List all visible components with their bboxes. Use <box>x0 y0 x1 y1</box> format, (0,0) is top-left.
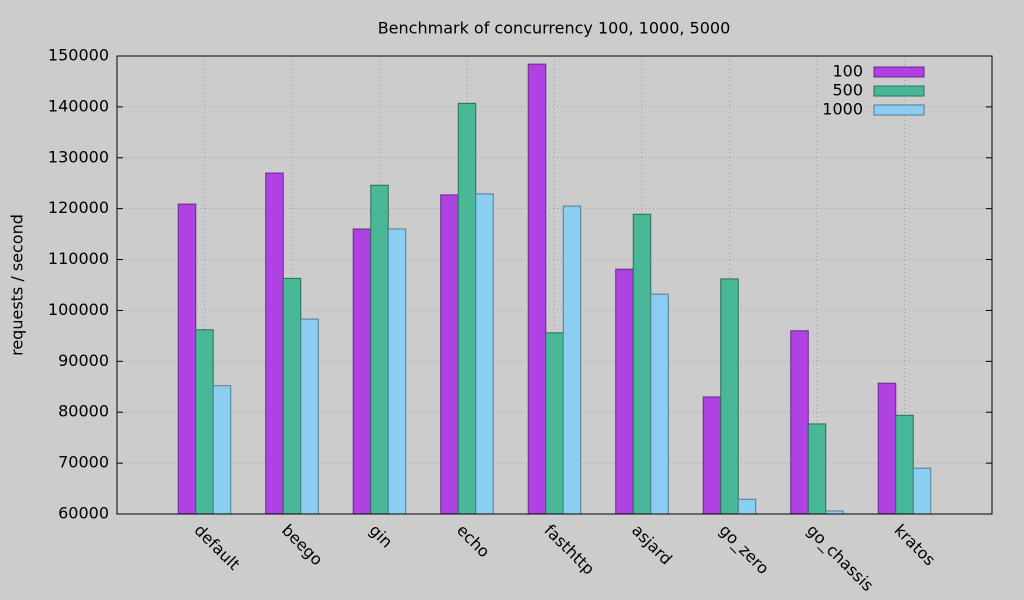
bar <box>737 498 757 515</box>
x-tick-label: beego <box>278 521 327 570</box>
y-tick-label: 90000 <box>58 351 109 370</box>
bar <box>475 193 494 515</box>
x-tick-label: kratos <box>890 521 939 570</box>
x-tick-label: asjard <box>628 521 676 569</box>
bar <box>790 330 809 515</box>
bar <box>545 332 564 515</box>
y-tick-label: 80000 <box>58 402 109 421</box>
x-tick-label: go_zero <box>715 521 773 579</box>
legend-swatch <box>873 104 925 116</box>
x-tick-label: echo <box>453 521 494 562</box>
bar <box>352 228 372 515</box>
bar <box>650 293 669 515</box>
bar <box>387 228 407 515</box>
bar <box>177 203 197 515</box>
legend-label: 1000 <box>822 100 863 119</box>
y-tick-label: 110000 <box>48 249 109 268</box>
bar <box>300 318 319 515</box>
x-tick-label: fasthttp <box>540 521 598 579</box>
y-tick-label: 150000 <box>48 46 109 65</box>
bar <box>895 414 914 515</box>
y-tick-label: 130000 <box>48 147 109 166</box>
bar <box>527 63 547 515</box>
y-tick-label: 120000 <box>48 198 109 217</box>
legend-swatch <box>873 85 925 97</box>
bar <box>632 213 652 515</box>
bar <box>195 329 214 515</box>
x-tick-label: go_chassis <box>802 521 877 596</box>
bar <box>702 396 722 515</box>
legend-label: 100 <box>832 62 863 81</box>
bar <box>562 205 582 515</box>
bar <box>440 194 459 515</box>
y-tick-label: 60000 <box>58 504 109 523</box>
bar <box>912 467 932 515</box>
y-tick-label: 100000 <box>48 300 109 319</box>
y-axis-label: requests / second <box>8 214 27 356</box>
bar <box>807 423 827 515</box>
bar <box>265 172 284 515</box>
legend-label: 500 <box>832 81 863 100</box>
bar <box>877 382 897 515</box>
legend-swatch <box>873 66 925 78</box>
x-tick-label: gin <box>365 521 396 552</box>
bar <box>370 184 389 515</box>
bar <box>282 277 302 515</box>
bar <box>615 268 634 515</box>
plot-frame <box>116 55 993 515</box>
bar <box>457 102 477 515</box>
bar <box>720 278 739 515</box>
x-tick-label: default <box>190 521 243 574</box>
bar <box>212 385 232 515</box>
y-tick-label: 70000 <box>58 453 109 472</box>
y-tick-label: 140000 <box>48 96 109 115</box>
chart-title: Benchmark of concurrency 100, 1000, 5000 <box>378 19 731 38</box>
